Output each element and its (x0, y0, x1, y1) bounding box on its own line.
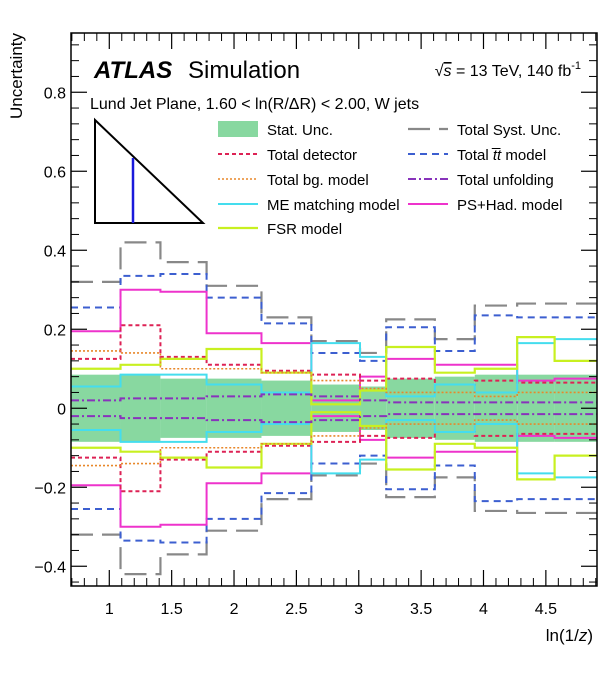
legend-entry: Stat. Unc. (218, 121, 333, 139)
legend-label: Stat. Unc. (267, 122, 333, 139)
legend-label-part: t̅t (491, 147, 502, 164)
stat-band-bin (311, 384, 361, 432)
y-tick-label: 0.8 (44, 85, 66, 102)
legend-label: Total detector (267, 147, 357, 164)
series-fsr-model-up (71, 336, 597, 406)
x-axis-title-var: z (578, 626, 588, 645)
y-tick-label: 0.2 (44, 322, 66, 339)
legend-entry: FSR model (218, 221, 342, 238)
atlas-logo-text: ATLAS (93, 57, 172, 84)
legend-entry: PS+Had. model (408, 197, 562, 214)
x-tick-label: 2 (230, 601, 239, 618)
series-total-unfolding-down (71, 413, 597, 424)
stat-band-bin (434, 376, 475, 440)
series-total-syst-unc-down (71, 462, 597, 576)
series-total-syst-unc-up (71, 241, 597, 355)
legend-entry: Total detector (218, 147, 357, 164)
energy-lumi-label: √s = 13 TeV, 140 fb-1 (435, 60, 581, 80)
x-tick-label: 4 (479, 601, 488, 618)
legend-label: PS+Had. model (457, 197, 562, 214)
series-me-matching-model-up (71, 338, 597, 398)
series-total-bg-model-up (71, 350, 597, 398)
legend-entry: Total Syst. Unc. (408, 122, 561, 139)
legend-label: FSR model (267, 221, 342, 238)
y-axis-title: Uncertainty (7, 33, 26, 119)
sqrt-sign: √ (435, 63, 444, 80)
energy-text: = 13 TeV, 140 fb (452, 63, 572, 80)
lund-plane-triangle-icon (94, 117, 206, 224)
x-tick-label: 4.5 (535, 601, 557, 618)
legend-label: Total Syst. Unc. (457, 122, 561, 139)
stat-band-bin (160, 378, 207, 438)
x-axis-title: ln(1/z) (546, 626, 593, 645)
energy-var: s (444, 63, 452, 80)
legend-entry: Total unfolding (408, 172, 554, 189)
legend: Stat. Unc. Total Syst. Unc. Total detector… (218, 121, 562, 238)
legend-entry: ME matching model (218, 197, 400, 214)
legend-label: Total unfolding (457, 172, 554, 189)
x-tick-label: 3 (354, 601, 363, 618)
simulation-text: Simulation (188, 57, 300, 84)
stat-band-bin (206, 378, 262, 438)
atlas-label: ATLAS Simulation (93, 57, 300, 84)
stat-band-bin (360, 386, 387, 430)
x-tick-label: 3.5 (410, 601, 432, 618)
selection-label: Lund Jet Plane, 1.60 < ln(R/ΔR) < 2.00, … (90, 96, 419, 113)
series-total-detector-down (71, 430, 597, 493)
y-tick-label: 0.4 (44, 243, 66, 260)
legend-label-part: Total (457, 147, 493, 164)
y-tick-label: −0.4 (34, 559, 66, 576)
legend-swatch (218, 121, 258, 137)
series-total-bg-model-down (71, 419, 597, 467)
x-tick-label: 1 (105, 601, 114, 618)
legend-entry: Total bg. model (218, 172, 369, 189)
x-axis-title-prefix: ln(1/ (546, 626, 579, 645)
stat-band-bin (474, 374, 518, 442)
legend-label-part: model (501, 147, 546, 164)
stat-band-bin (517, 374, 555, 442)
series-fsr-model-down (71, 411, 597, 481)
tick-layer: 1 1.5 2 2.5 3 3.5 4 4.5 −0.4 −0.2 0 0.2 0.4 0.6 0.8 (34, 33, 597, 618)
series-total-unfolding-up (71, 393, 597, 404)
y-tick-label: −0.2 (34, 480, 66, 497)
legend-entry: Total t̅t model (408, 147, 546, 164)
series-layer (71, 241, 597, 576)
legend-label: ME matching model (267, 197, 400, 214)
x-tick-label: 1.5 (161, 601, 183, 618)
legend-label: Total bg. model (267, 172, 369, 189)
stat-band-bin (261, 380, 312, 436)
series-me-matching-model-down (71, 419, 597, 479)
lumi-superscript: -1 (571, 60, 581, 72)
plot-frame (70, 32, 598, 587)
stat-band-layer (71, 374, 597, 442)
legend-label: Total t̅t model (457, 147, 546, 164)
stat-band-bin (386, 378, 435, 438)
x-tick-label: 2.5 (285, 601, 307, 618)
x-axis-title-suffix: ) (587, 626, 593, 645)
stat-band-bin (120, 374, 161, 442)
y-tick-label: 0 (57, 401, 66, 418)
series-total-detector-up (71, 324, 597, 386)
y-tick-label: 0.6 (44, 164, 66, 181)
